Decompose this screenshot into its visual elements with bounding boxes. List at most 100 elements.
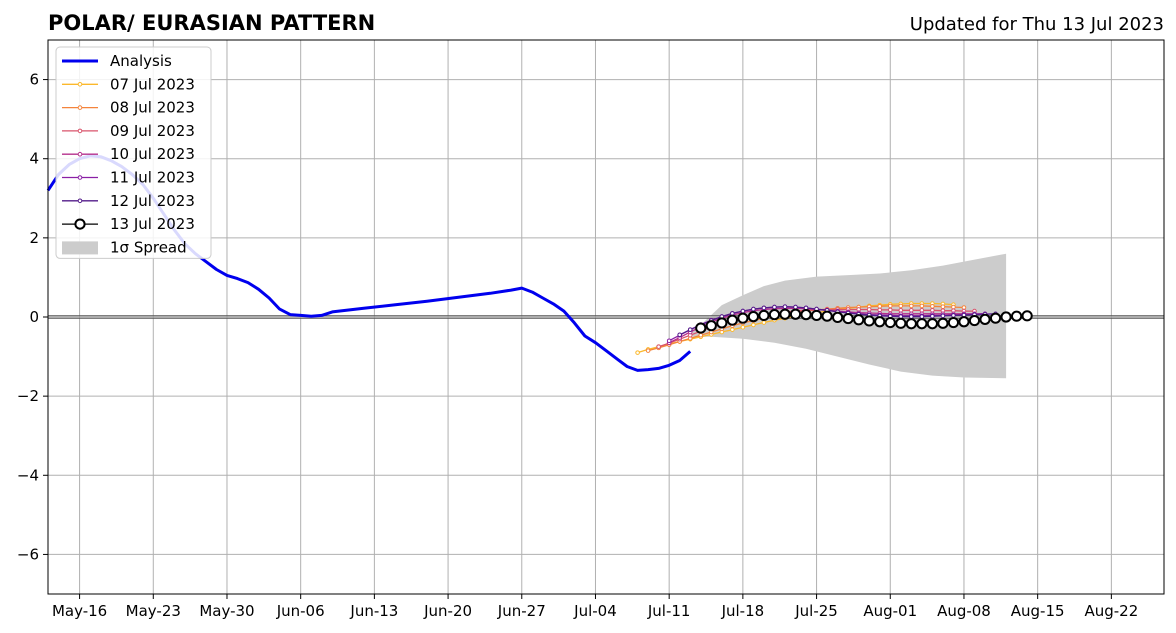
forecast-point: [677, 332, 682, 338]
forecast-point: [895, 317, 907, 329]
legend-item-analysis: Analysis: [62, 52, 172, 70]
forecast-point: [832, 311, 844, 323]
forecast-point: [951, 304, 956, 310]
forecast-point: [751, 306, 756, 312]
x-tick-label: May-16: [52, 602, 107, 620]
forecast-point: [898, 303, 904, 309]
x-tick-label: Aug-22: [1084, 602, 1138, 620]
forecast-point: [853, 314, 865, 326]
forecast-point: [887, 307, 893, 313]
forecast-point: [810, 309, 823, 322]
x-tick-label: Jul-11: [647, 602, 691, 620]
forecast-point: [687, 327, 693, 332]
forecast-point: [737, 312, 749, 324]
legend-label: 08 Jul 2023: [110, 99, 195, 117]
y-tick-label: 6: [29, 71, 39, 89]
forecast-point: [740, 308, 746, 314]
x-tick-label: Jul-25: [794, 602, 838, 620]
forecast-point: [789, 308, 802, 320]
y-tick-label: −6: [17, 545, 39, 563]
legend-label: 1σ Spread: [110, 238, 187, 256]
forecast-point: [698, 332, 704, 338]
x-tick-label: Aug-01: [863, 602, 917, 620]
forecast-point: [909, 303, 914, 309]
forecast-point: [842, 312, 854, 325]
forecast-layer: [635, 301, 1033, 355]
forecast-point: [866, 307, 872, 312]
x-tick-label: Aug-08: [937, 602, 991, 620]
forecast-point: [874, 316, 886, 328]
forecast-point: [926, 318, 938, 330]
legend-label: 11 Jul 2023: [110, 169, 195, 187]
x-tick-label: Jun-20: [423, 602, 472, 620]
forecast-point: [821, 310, 833, 322]
legend: Analysis 07 Jul 2023 08 Jul 2023 09 Jul 202…: [55, 46, 212, 259]
forecast-point: [740, 324, 746, 330]
legend-swatch-marker: [77, 128, 83, 134]
forecast-point: [968, 314, 981, 327]
forecast-point: [884, 316, 896, 329]
x-tick-label: Jun-27: [497, 602, 546, 620]
forecast-point: [909, 307, 914, 313]
forecast-point: [947, 316, 960, 329]
forecast-point: [916, 318, 928, 330]
y-tick-label: 0: [29, 308, 39, 326]
forecast-point: [800, 309, 812, 321]
x-tick-label: Jul-04: [573, 602, 617, 620]
forecast-point: [635, 350, 640, 355]
legend-swatch-patch: [62, 241, 98, 255]
y-tick-label: −4: [17, 466, 39, 484]
legend-swatch-marker: [77, 82, 83, 87]
forecast-point: [930, 313, 935, 319]
forecast-point: [716, 317, 728, 329]
legend-label: 07 Jul 2023: [110, 75, 195, 93]
chart-title: POLAR/ EURASIAN PATTERN: [48, 11, 375, 35]
forecast-point: [1000, 311, 1012, 323]
legend-box: [55, 46, 212, 259]
forecast-point: [761, 305, 767, 311]
forecast-point: [919, 314, 925, 319]
legend-label: 12 Jul 2023: [110, 192, 195, 210]
forecast-point: [919, 303, 925, 309]
x-tick-label: Jun-06: [276, 602, 325, 620]
legend-item-07-jul-2023: 07 Jul 2023: [62, 75, 195, 93]
legend-label: 10 Jul 2023: [110, 145, 195, 163]
forecast-point: [666, 338, 672, 344]
forecast-point: [989, 312, 1002, 324]
forecast-point: [919, 307, 925, 313]
forecast-point: [793, 304, 798, 310]
forecast-point: [751, 322, 756, 328]
forecast-point: [645, 348, 651, 353]
x-tick-label: May-23: [126, 602, 181, 620]
legend-item-08-jul-2023: 08 Jul 2023: [62, 99, 195, 117]
legend-label: 09 Jul 2023: [110, 122, 195, 140]
legend-item-13-jul-2023: 13 Jul 2023: [62, 215, 195, 233]
forecast-point: [909, 314, 914, 319]
forecast-point: [779, 308, 791, 320]
forecast-point: [940, 313, 946, 319]
forecast-point: [958, 316, 970, 328]
legend-swatch-marker: [77, 105, 83, 110]
forecast-point: [768, 309, 781, 321]
forecast-point: [730, 327, 735, 332]
tick-layer: May-16 May-23 May-30 Jun-06 Jun-13 Jun-20 Jun-…: [17, 71, 1138, 620]
forecast-point: [761, 320, 767, 325]
legend-swatch-marker: [74, 218, 86, 230]
forecast-point: [905, 318, 917, 330]
chart-subtitle: Updated for Thu 13 Jul 2023: [910, 14, 1164, 35]
forecast-point: [705, 320, 717, 332]
legend-item-10-jul-2023: 10 Jul 2023: [62, 145, 195, 163]
forecast-point: [930, 307, 935, 313]
legend-swatch-marker: [77, 175, 83, 180]
x-tick-label: Jun-13: [349, 602, 398, 620]
forecast-point: [695, 322, 707, 334]
x-tick-label: Jul-18: [721, 602, 765, 620]
forecast-point: [726, 314, 738, 326]
legend-swatch-marker: [77, 151, 83, 157]
legend-item-09-jul-2023: 09 Jul 2023: [62, 122, 195, 140]
forecast-point: [782, 304, 788, 310]
forecast-point: [940, 304, 946, 310]
legend-item-11-jul-2023: 11 Jul 2023: [62, 169, 195, 187]
